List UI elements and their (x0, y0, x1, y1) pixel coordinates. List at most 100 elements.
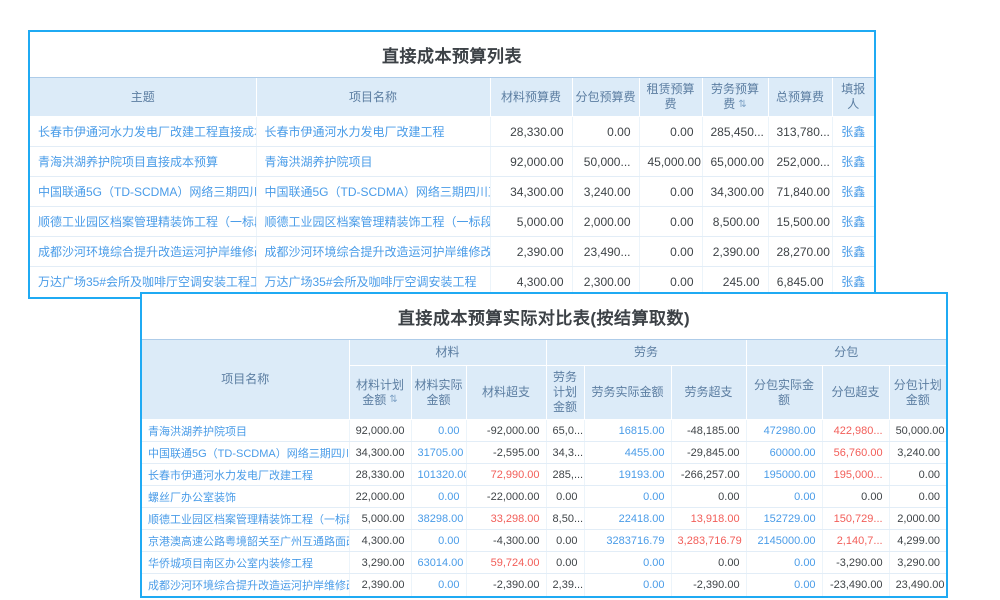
table-row: 螺丝厂办公室装饰 22,000.00 0.00 -22,000.00 0.00 0.00 0… (142, 485, 947, 508)
material-actual-cell[interactable]: 31705.00 (411, 441, 467, 464)
subcontract-actual-cell[interactable]: 472980.00 (746, 419, 823, 442)
material-budget-cell: 2,390.00 (490, 236, 573, 267)
column-header-label: 材料预算费 (500, 89, 561, 104)
subject-cell[interactable]: 顺德工业园区档案管理精装饰工程（一标段... (30, 206, 257, 237)
subcontract-actual-cell[interactable]: 0.00 (746, 573, 823, 596)
labor-actual-cell[interactable]: 19193.00 (584, 463, 672, 486)
project-name-cell[interactable]: 中国联通5G（TD-SCDMA）网络三期四川工程 (142, 441, 350, 464)
project-name-cell[interactable]: 长春市伊通河水力发电厂改建工程 (142, 463, 350, 486)
column-header-label: 劳务计划金额 (553, 370, 578, 414)
material-budget-cell: 34,300.00 (490, 176, 573, 207)
subcontract-overrun-cell: -23,490.00 (822, 573, 890, 596)
material-actual-cell[interactable]: 63014.00 (411, 551, 467, 574)
material-overrun-cell: -2,595.00 (466, 441, 547, 464)
column-header-label: 项目名称 (348, 89, 397, 104)
material-overrun-cell: 72,990.00 (466, 463, 547, 486)
column-header-label: 材料实际金额 (414, 377, 463, 407)
sort-icon[interactable]: ⇅ (738, 98, 747, 110)
subject-cell[interactable]: 万达广场35#会所及咖啡厅空调安装工程工... (30, 266, 257, 297)
reporter-cell[interactable]: 张鑫 (832, 116, 874, 147)
labor-actual-cell[interactable]: 16815.00 (584, 419, 672, 442)
labor-plan-cell: 0.00 (546, 551, 585, 574)
material-actual-cell[interactable]: 0.00 (411, 529, 467, 552)
table-row: 京港澳高速公路粤境韶关至广州互通路面改造中4,300.000.00-4,300.… (142, 529, 947, 552)
column-header-label: 分包实际金额 (754, 377, 815, 407)
reporter-cell[interactable]: 张鑫 (841, 275, 866, 290)
material-plan-cell: 3,290.00 (349, 551, 412, 574)
budget-compare-title: 直接成本预算实际对比表(按结算取数) (142, 294, 946, 340)
column-header-reporter: 填报人 (832, 78, 874, 117)
subject-cell[interactable]: 青海洪湖养护院项目直接成本预算 (30, 146, 257, 177)
labor-actual-cell[interactable]: 0.00 (584, 551, 672, 574)
project-name-cell[interactable]: 螺丝厂办公室装饰 (142, 485, 350, 508)
subject-cell[interactable]: 成都沙河环境综合提升改造运河护岸维修改... (30, 236, 257, 267)
subcontract-actual-cell[interactable]: 2145000.00 (746, 529, 823, 552)
material-plan-cell: 5,000.00 (349, 507, 412, 530)
labor-budget-cell: 285,450... (702, 116, 769, 147)
subject-cell[interactable]: 长春市伊通河水力发电厂改建工程直接成本... (30, 116, 257, 147)
column-header-labor-overrun: 劳务超支 (671, 365, 747, 420)
project-name-cell[interactable]: 万达广场35#会所及咖啡厅空调安装工程 (256, 266, 491, 297)
subcontract-budget-cell: 2,300.00 (572, 266, 640, 297)
subcontract-plan-cell: 50,000.00 (889, 419, 947, 442)
column-header-labor-budget[interactable]: 劳务预算费 ⇅ (702, 78, 769, 117)
project-name-cell[interactable]: 青海洪湖养护院项目 (142, 419, 350, 442)
labor-plan-cell: 0.00 (546, 529, 585, 552)
total-budget-cell: 71,840.00 (768, 176, 833, 207)
reporter-cell[interactable]: 张鑫 (832, 236, 874, 267)
column-header-label: 租赁预算费 (646, 82, 695, 111)
reporter-cell[interactable]: 张鑫 (832, 206, 874, 237)
table-row: 中国联通5G（TD-SCDMA）网络三期四川工程34,300.0031705.0… (142, 441, 947, 464)
project-name-cell[interactable]: 青海洪湖养护院项目 (256, 146, 491, 177)
labor-budget-cell: 8,500.00 (702, 206, 769, 237)
lease-budget-cell: 0.00 (639, 236, 703, 267)
project-name-cell[interactable]: 中国联通5G（TD-SCDMA）网络三期四川工程 (256, 176, 491, 207)
project-name-cell[interactable]: 华侨城项目南区办公室内装修工程 (142, 551, 350, 574)
sort-icon[interactable]: ⇅ (389, 394, 398, 406)
subcontract-actual-cell[interactable]: 195000.00 (746, 463, 823, 486)
table-row: 顺德工业园区档案管理精装饰工程（一标段） 5,000.00 38298.00 33,2… (142, 507, 947, 530)
labor-actual-cell[interactable]: 22418.00 (584, 507, 672, 530)
subcontract-actual-cell[interactable]: 0.00 (746, 485, 823, 508)
subcontract-overrun-cell: 56,760.00 (822, 441, 890, 464)
subject-cell[interactable]: 中国联通5G（TD-SCDMA）网络三期四川... (30, 176, 257, 207)
column-header-material-plan[interactable]: 材料计划金额 ⇅ (349, 365, 412, 420)
table-row: 华侨城项目南区办公室内装修工程 3,290.00 63014.00 59,724.00… (142, 551, 947, 574)
labor-actual-cell[interactable]: 0.00 (584, 485, 672, 508)
subcontract-actual-cell[interactable]: 60000.00 (746, 441, 823, 464)
labor-overrun-cell: 0.00 (671, 485, 747, 508)
labor-overrun-cell: 3,283,716.79 (671, 529, 747, 552)
project-name-cell[interactable]: 长春市伊通河水力发电厂改建工程 (256, 116, 491, 147)
labor-actual-cell[interactable]: 0.00 (584, 573, 672, 596)
material-plan-cell: 2,390.00 (349, 573, 412, 596)
table-row: 成都沙河环境综合提升改造运河护岸维修改... 成都沙河环境综合提升改造运河护岸维修… (30, 236, 874, 267)
table-row: 长春市伊通河水力发电厂改建工程 28,330.00 101320.00 72,990.… (142, 463, 947, 486)
subcontract-overrun-cell: 422,980... (822, 419, 890, 442)
labor-actual-cell[interactable]: 4455.00 (584, 441, 672, 464)
budget-list-panel: 直接成本预算列表 主题 项目名称 材料预算费 分包预算费 租赁预算费 劳务预算费 ⇅ 总预算费… (28, 30, 876, 299)
reporter-cell[interactable]: 张鑫 (832, 176, 874, 207)
material-actual-cell[interactable]: 38298.00 (411, 507, 467, 530)
reporter-cell[interactable]: 张鑫 (832, 146, 874, 177)
subcontract-actual-cell[interactable]: 0.00 (746, 551, 823, 574)
material-actual-cell[interactable]: 101320.00 (411, 463, 467, 486)
material-actual-cell[interactable]: 0.00 (411, 485, 467, 508)
material-actual-cell[interactable]: 0.00 (411, 419, 467, 442)
column-header-subcontract-group: 分包 (746, 340, 947, 366)
column-header-label: 分包超支 (831, 385, 880, 399)
labor-actual-cell[interactable]: 3283716.79 (584, 529, 672, 552)
subcontract-overrun-cell: -3,290.00 (822, 551, 890, 574)
subcontract-actual-cell[interactable]: 152729.00 (746, 507, 823, 530)
project-name-cell[interactable]: 京港澳高速公路粤境韶关至广州互通路面改造中 (142, 529, 350, 552)
column-header-subcontract-budget: 分包预算费 (572, 78, 640, 117)
material-actual-cell[interactable]: 0.00 (411, 573, 467, 596)
project-name-cell[interactable]: 顺德工业园区档案管理精装饰工程（一标段） (142, 507, 350, 530)
material-budget-cell: 92,000.00 (490, 146, 573, 177)
subcontract-overrun-cell: 150,729... (822, 507, 890, 530)
project-name-cell[interactable]: 成都沙河环境综合提升改造运河护岸维修改造 (142, 573, 350, 596)
material-plan-cell: 4,300.00 (349, 529, 412, 552)
project-name-cell[interactable]: 顺德工业园区档案管理精装饰工程（一标段） (256, 206, 491, 237)
labor-budget-cell: 34,300.00 (702, 176, 769, 207)
material-budget-cell: 4,300.00 (490, 266, 573, 297)
project-name-cell[interactable]: 成都沙河环境综合提升改造运河护岸维修改造 (256, 236, 491, 267)
